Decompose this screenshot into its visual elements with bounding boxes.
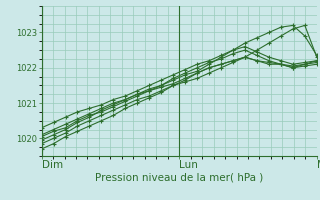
X-axis label: Pression niveau de la mer( hPa ): Pression niveau de la mer( hPa )	[95, 173, 263, 183]
